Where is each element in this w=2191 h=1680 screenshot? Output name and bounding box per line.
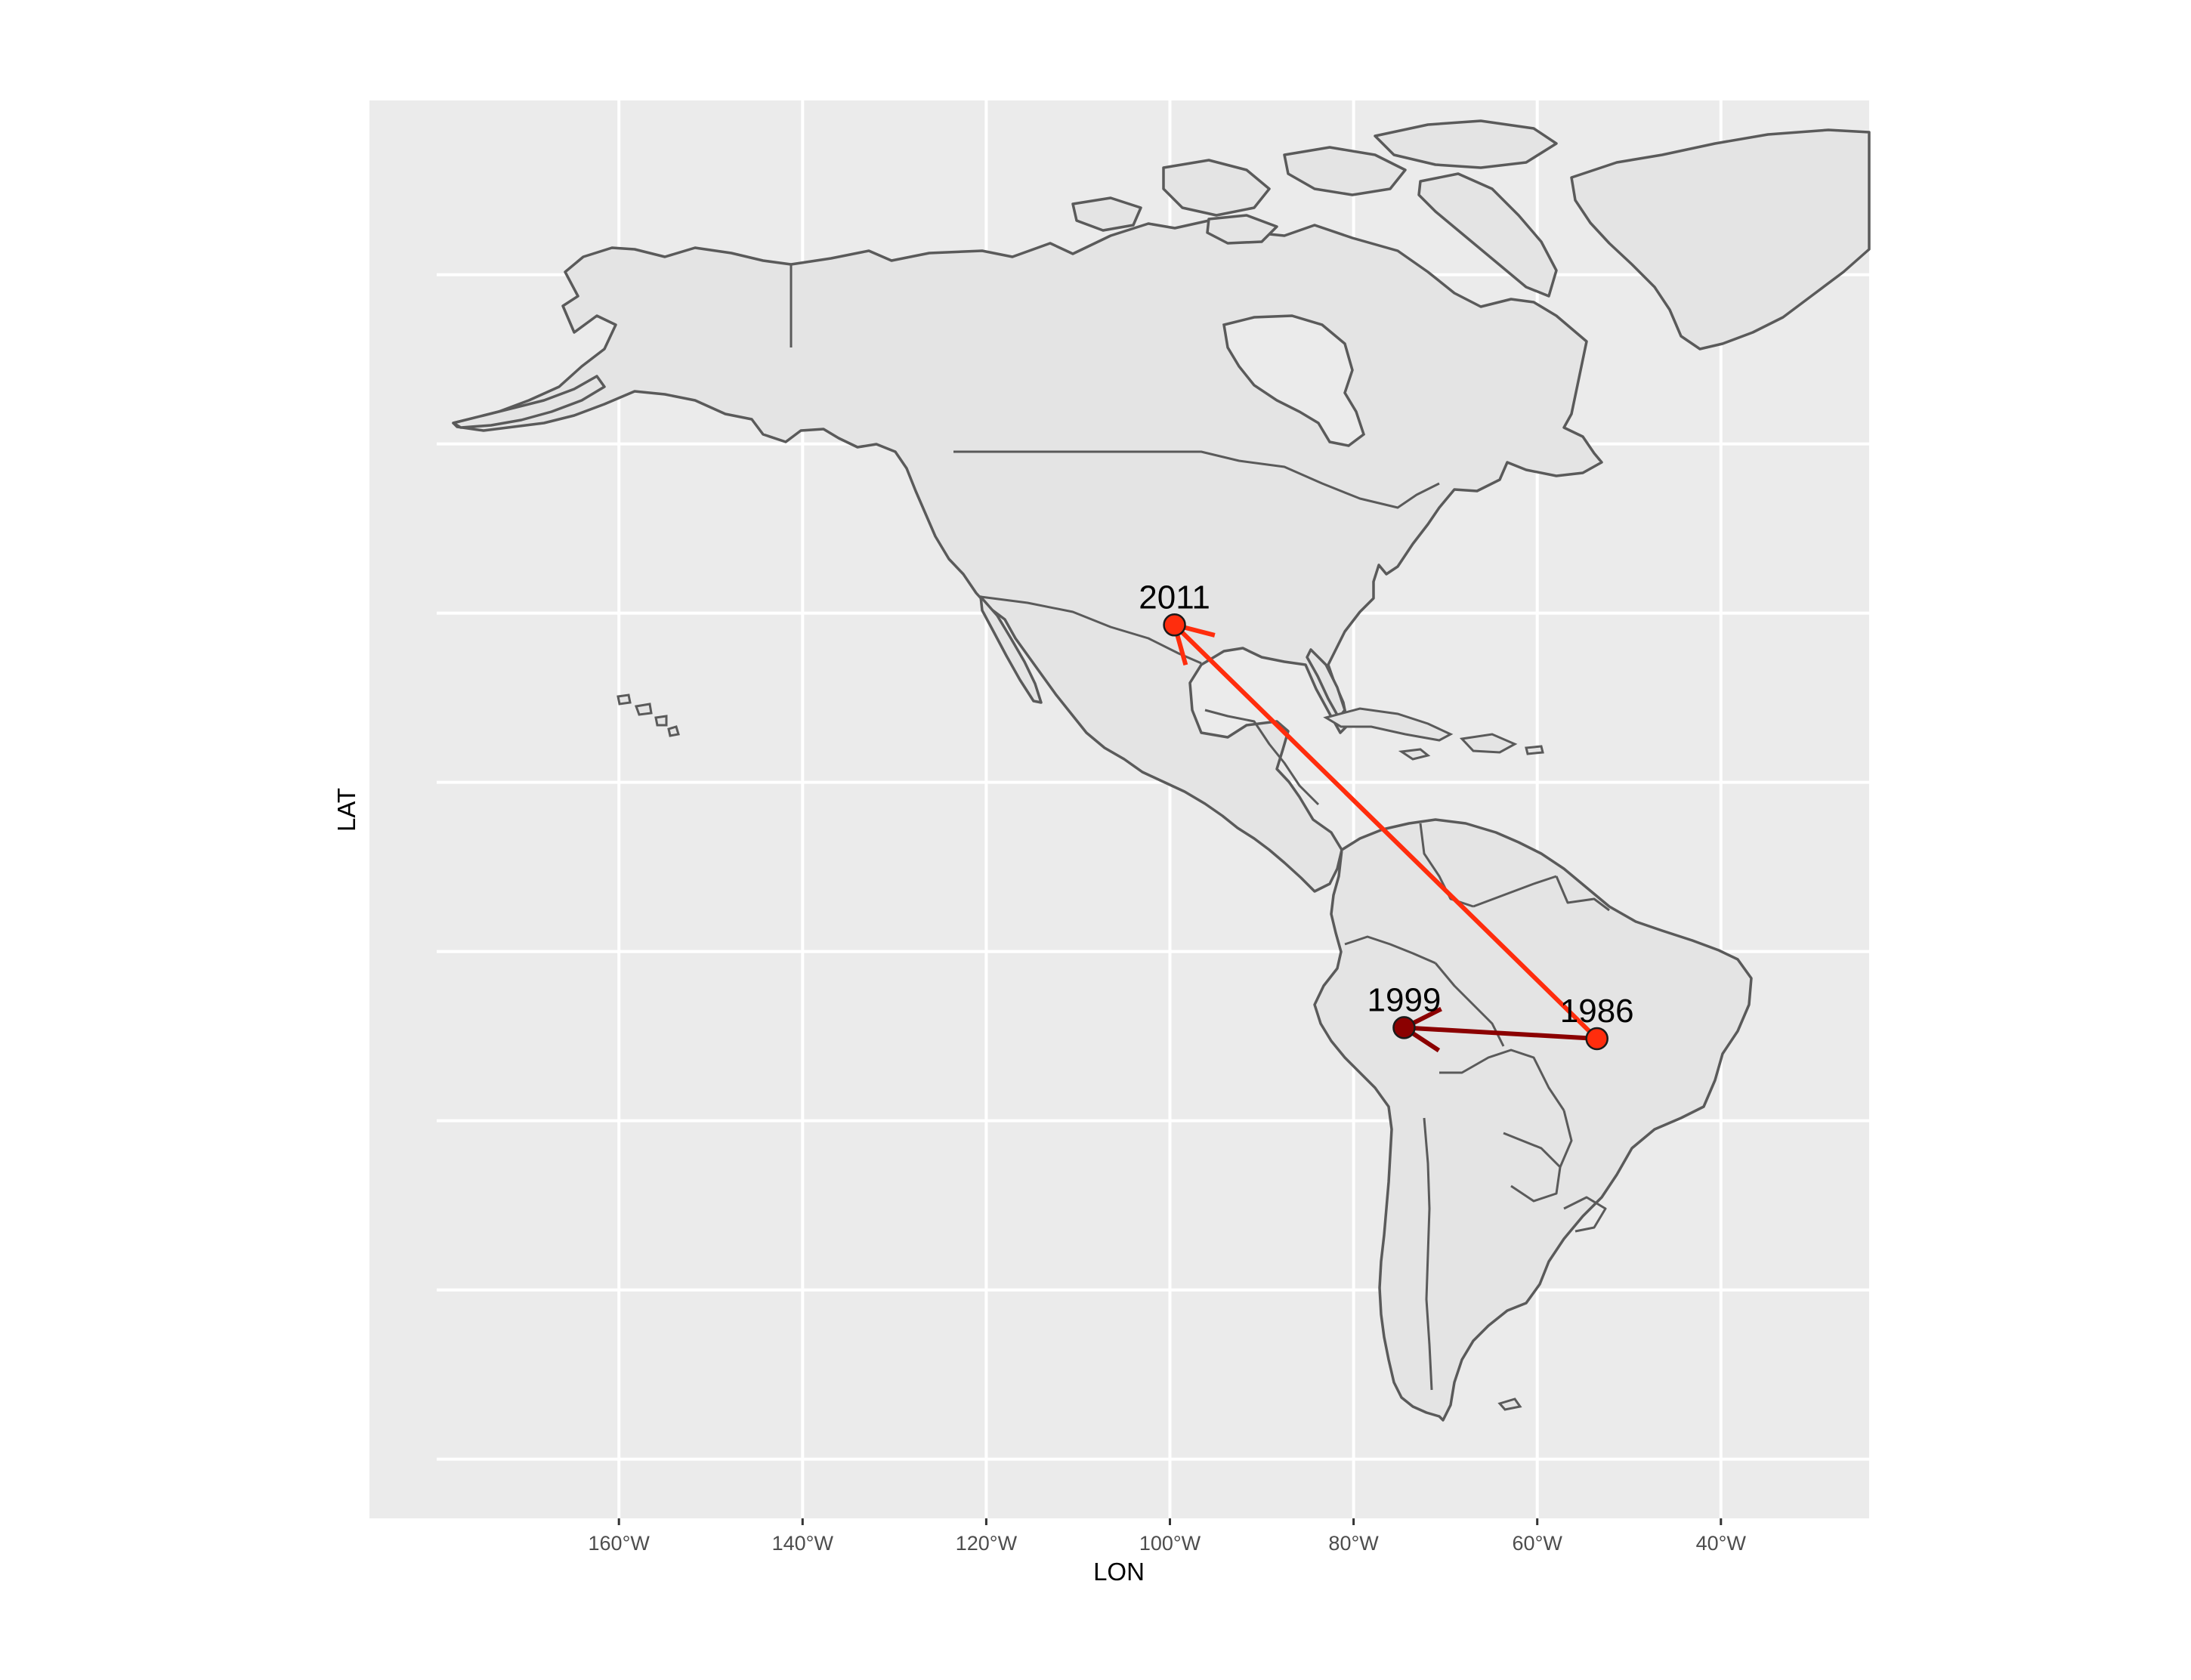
border-us-mexico (980, 595, 1202, 665)
point-label-2011: 2011 (1139, 579, 1210, 616)
baja-california (979, 595, 1043, 704)
x-tick-label: 100°W (1139, 1532, 1201, 1555)
border-central-america (1204, 709, 1320, 806)
border-colombia-ecuador-peru (1344, 935, 1436, 965)
alaska-peninsula (452, 375, 606, 429)
falkland-islands (1497, 1397, 1522, 1411)
border-us-canada (953, 450, 1440, 509)
border-bolivia-brazil (1559, 1110, 1573, 1168)
puerto-rico-island (1525, 745, 1544, 755)
point-1999 (1392, 1016, 1416, 1039)
arctic-island-4 (1206, 214, 1278, 245)
arctic-island-2 (1283, 146, 1407, 196)
arrow-shaft (1404, 1025, 1597, 1041)
coastlines (452, 119, 1871, 1422)
country-borders (790, 264, 1610, 1391)
border-paraguay (1503, 1132, 1562, 1203)
location-points: 1986 1999 2011 (1139, 579, 1634, 1051)
south-america-landmass (1313, 818, 1753, 1422)
y-axis-title: LAT (332, 788, 360, 832)
x-tick-label: 140°W (772, 1532, 834, 1555)
point-label-1999: 1999 (1367, 981, 1442, 1018)
hawaii-island-1 (617, 693, 632, 706)
point-1986 (1585, 1027, 1608, 1051)
x-axis: 160°W 140°W 120°W 100°W 80°W 60°W 40°W (589, 1518, 1747, 1555)
hispaniola-island (1459, 733, 1518, 754)
hawaii-island-3 (654, 715, 668, 727)
jamaica-island (1398, 748, 1431, 761)
x-axis-title: LON (1093, 1558, 1145, 1586)
x-tick-label: 80°W (1328, 1532, 1379, 1555)
border-peru-bolivia (1439, 1048, 1565, 1111)
ellesmere-island (1374, 119, 1558, 169)
x-tick-label: 60°W (1513, 1532, 1563, 1555)
point-label-1986: 1986 (1560, 993, 1634, 1030)
border-uruguay (1563, 1196, 1607, 1233)
border-guianas (1555, 876, 1610, 912)
border-chile-argentina (1423, 1117, 1433, 1391)
cuba-island (1323, 707, 1454, 742)
hawaii-island-2 (634, 703, 653, 716)
x-tick-label: 40°W (1696, 1532, 1747, 1555)
arctic-island-1 (1162, 159, 1271, 217)
baffin-island (1417, 172, 1558, 298)
x-tick-label: 160°W (589, 1532, 651, 1555)
point-2011 (1163, 613, 1186, 637)
greenland (1570, 128, 1871, 351)
x-tick-label: 120°W (956, 1532, 1018, 1555)
border-venezuela-brazil (1473, 875, 1557, 908)
hudson-bay (1222, 314, 1366, 447)
hawaii-island-4 (667, 725, 680, 737)
arrow-shaft (1173, 623, 1599, 1041)
arctic-island-3 (1071, 196, 1142, 232)
